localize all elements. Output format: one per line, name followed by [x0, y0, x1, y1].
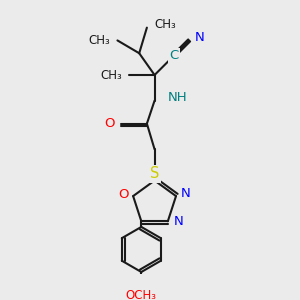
Text: N: N [195, 31, 204, 44]
Text: NH: NH [167, 92, 187, 104]
Text: OCH₃: OCH₃ [126, 290, 157, 300]
Text: CH₃: CH₃ [88, 34, 110, 47]
Text: O: O [118, 188, 129, 201]
Text: O: O [104, 117, 115, 130]
Text: CH₃: CH₃ [100, 68, 122, 82]
Text: C: C [169, 49, 178, 62]
Text: N: N [174, 215, 184, 228]
Text: S: S [150, 167, 159, 182]
Text: CH₃: CH₃ [154, 18, 176, 32]
Text: N: N [181, 187, 190, 200]
